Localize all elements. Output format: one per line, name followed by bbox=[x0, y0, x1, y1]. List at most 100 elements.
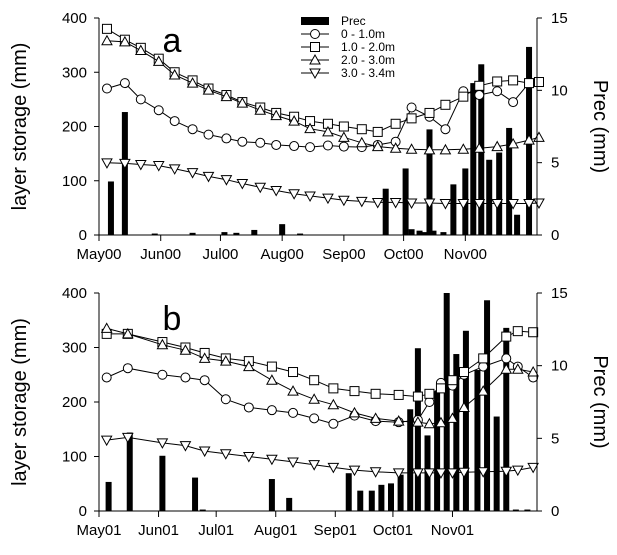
x-tick-label: Aug00 bbox=[260, 246, 303, 263]
series-point bbox=[512, 326, 523, 337]
series-point bbox=[348, 406, 361, 418]
series-point bbox=[322, 125, 334, 137]
series-point bbox=[533, 77, 544, 88]
legend-label: 0 - 1.0m bbox=[341, 27, 385, 41]
series-point bbox=[101, 158, 113, 169]
series-point bbox=[474, 90, 485, 101]
series-point bbox=[198, 446, 211, 458]
precip-bar bbox=[388, 483, 394, 511]
series-point bbox=[473, 142, 486, 153]
series-point bbox=[412, 468, 424, 479]
y-tick-label: 100 bbox=[62, 449, 87, 466]
series-point bbox=[371, 197, 384, 209]
y-tick-label: 300 bbox=[62, 340, 87, 357]
series-point bbox=[392, 468, 405, 479]
series-point bbox=[446, 412, 459, 423]
series-point bbox=[349, 386, 360, 397]
series-point bbox=[389, 197, 402, 209]
series-point bbox=[308, 460, 321, 471]
series-point bbox=[405, 143, 418, 154]
series-point bbox=[533, 198, 545, 210]
series-point bbox=[288, 407, 299, 418]
series-point bbox=[458, 91, 469, 102]
precip-bar bbox=[443, 293, 450, 511]
series-point bbox=[186, 168, 199, 179]
series-point bbox=[474, 80, 485, 91]
precip-bar bbox=[382, 188, 389, 235]
series-point bbox=[100, 435, 113, 447]
series-point bbox=[322, 193, 334, 205]
precip-bar bbox=[368, 490, 375, 511]
series-point bbox=[478, 353, 489, 364]
y2-tick-label: 0 bbox=[551, 503, 559, 520]
precip-bar bbox=[159, 455, 166, 511]
precip-bar bbox=[121, 112, 128, 235]
series-point bbox=[477, 467, 490, 478]
series-point bbox=[405, 198, 418, 210]
precip-bar bbox=[493, 416, 500, 511]
series-point bbox=[372, 126, 383, 137]
precip-bar bbox=[286, 497, 293, 511]
legend-marker bbox=[309, 53, 321, 65]
series-point bbox=[423, 198, 436, 210]
series-point bbox=[477, 385, 490, 396]
series-point bbox=[288, 367, 299, 378]
precip-bar bbox=[430, 230, 437, 235]
series-point bbox=[459, 367, 469, 378]
y2-tick-label: 10 bbox=[551, 358, 568, 375]
series-point bbox=[328, 418, 339, 429]
series-point bbox=[271, 139, 282, 150]
legend-label: 2.0 - 3.0m bbox=[341, 53, 395, 67]
series-point bbox=[501, 331, 512, 342]
panel-label: b bbox=[163, 300, 182, 338]
series-point bbox=[338, 195, 350, 207]
series-point bbox=[304, 122, 316, 134]
series-point bbox=[153, 105, 164, 116]
series-point bbox=[134, 44, 147, 56]
series-point bbox=[501, 353, 512, 364]
y2-axis-title: Prec (mm) bbox=[589, 80, 611, 173]
precip-bar bbox=[426, 129, 433, 235]
precip-bar bbox=[420, 232, 427, 235]
y-tick-label: 300 bbox=[62, 64, 87, 81]
x-tick-label: Jun01 bbox=[138, 522, 179, 539]
series-point bbox=[508, 75, 519, 86]
y2-tick-label: 15 bbox=[551, 285, 568, 302]
series-point bbox=[243, 402, 254, 413]
series-point bbox=[255, 137, 266, 148]
series-point bbox=[348, 465, 361, 477]
x-tick-label: Jun00 bbox=[140, 246, 181, 263]
x-tick-label: Jul00 bbox=[203, 246, 239, 263]
precip-bar bbox=[450, 184, 457, 235]
series-point bbox=[304, 191, 316, 202]
series-point bbox=[152, 55, 165, 66]
panel-a: 0 100 200 300 400 0 5 10 15 May00 Jun00 Jul00 Aug00 S… bbox=[9, 10, 611, 263]
series-point bbox=[266, 405, 277, 416]
series-point bbox=[355, 196, 368, 208]
series-point bbox=[179, 344, 192, 355]
precip-bar bbox=[407, 409, 414, 511]
series-point bbox=[527, 365, 540, 377]
series-point bbox=[119, 78, 130, 89]
y2-tick-label: 0 bbox=[551, 227, 559, 244]
x-tick-label: Oct01 bbox=[373, 522, 413, 539]
series-point bbox=[254, 104, 267, 115]
panel-label: a bbox=[163, 22, 182, 60]
series-point bbox=[219, 449, 232, 460]
precip-bar bbox=[416, 230, 423, 235]
legend-marker bbox=[310, 29, 320, 39]
legend-swatch bbox=[301, 17, 329, 25]
series-point bbox=[478, 361, 489, 372]
precip-bar bbox=[345, 473, 352, 511]
precip-bar bbox=[199, 509, 206, 511]
precip-bar bbox=[506, 127, 513, 235]
y-tick-label: 200 bbox=[62, 119, 87, 136]
series-point bbox=[424, 388, 435, 399]
precip-bar bbox=[524, 509, 531, 511]
series-point bbox=[288, 189, 300, 200]
x-tick-label: Jul01 bbox=[198, 522, 234, 539]
series-point bbox=[511, 363, 524, 374]
series-point bbox=[122, 363, 133, 374]
series-point bbox=[101, 372, 112, 383]
series-point bbox=[355, 136, 368, 148]
